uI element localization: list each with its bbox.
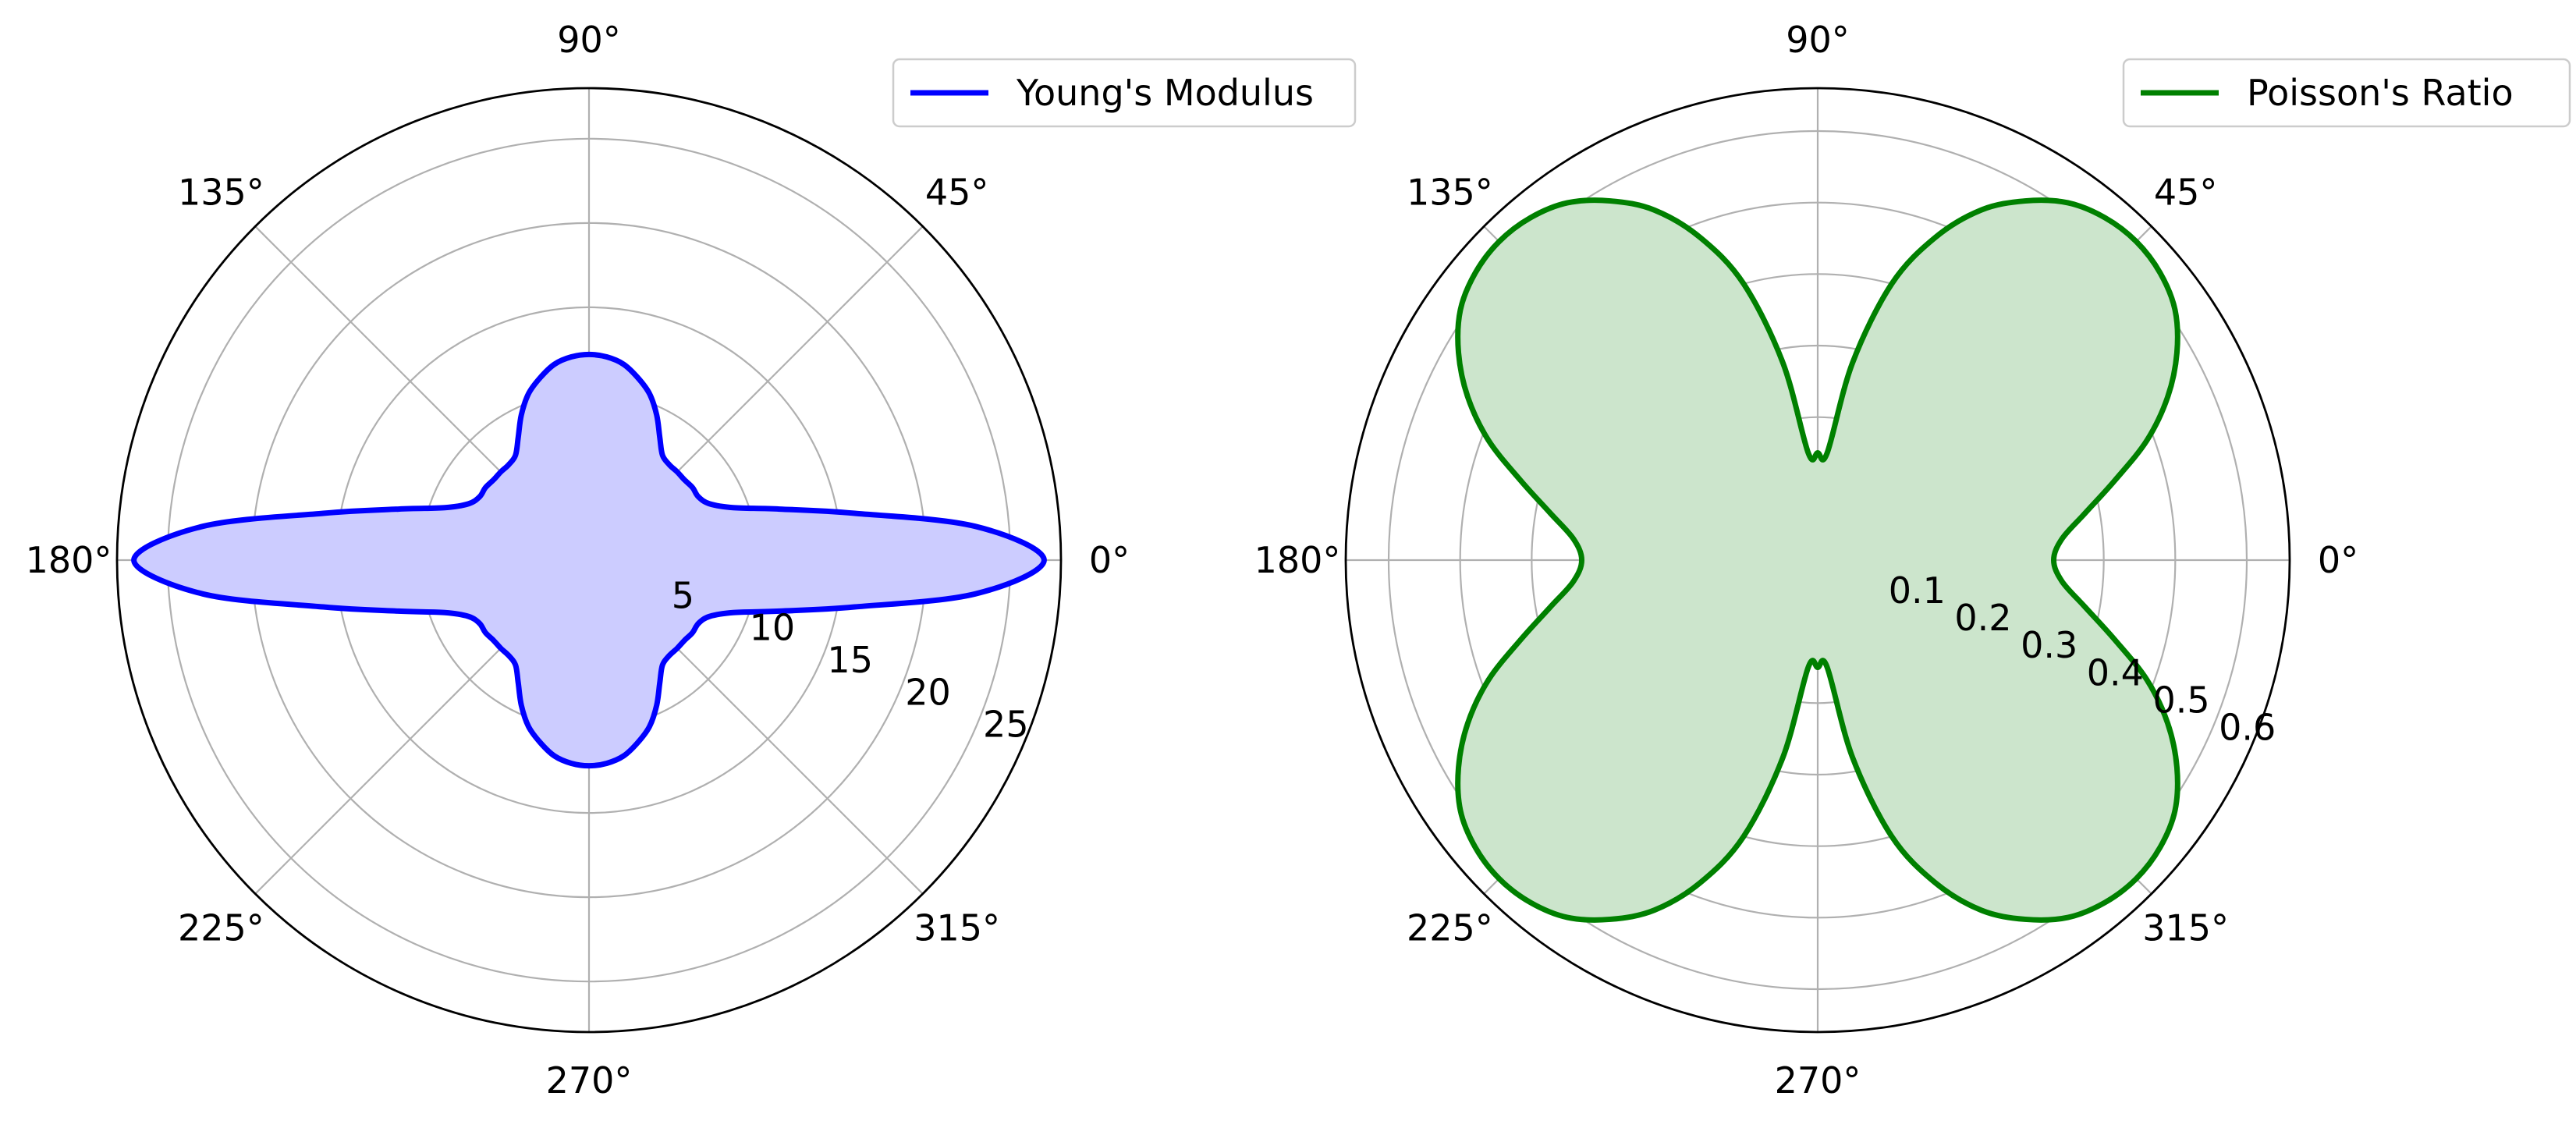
radial-tick-label: 0.5 xyxy=(2152,679,2209,721)
legend: Young's Modulus xyxy=(892,58,1357,128)
legend: Poisson's Ratio xyxy=(2122,58,2571,128)
angle-tick-label: 270° xyxy=(546,1059,633,1101)
angle-tick-label: 270° xyxy=(1775,1059,1861,1101)
legend-label: Young's Modulus xyxy=(1016,72,1314,114)
polar-frame xyxy=(1344,87,2291,1034)
poisson-s-ratio-series-line xyxy=(1455,197,2180,923)
youngs-modulus-polar-chart: 0° 45° 90° 135° 180° 225° 270° 315° 5 10 15 20 25 You… xyxy=(26,19,1357,1101)
radial-tick-label: 0.3 xyxy=(2021,624,2077,666)
radial-tick-label: 20 xyxy=(905,671,951,713)
angle-tick-label: 315° xyxy=(914,907,1000,949)
angle-tick-label: 225° xyxy=(1407,907,1493,949)
radial-tick-label: 15 xyxy=(827,639,873,681)
angle-tick-label: 45° xyxy=(925,171,989,213)
angle-tick-label: 180° xyxy=(26,539,112,581)
legend-box xyxy=(2122,58,2571,128)
angle-tick-label: 135° xyxy=(1407,171,1493,213)
angle-tick-label: 90° xyxy=(557,19,621,61)
angle-tick-label: 0° xyxy=(1089,539,1130,581)
angle-tick-label: 225° xyxy=(178,907,264,949)
legend-label: Poisson's Ratio xyxy=(2247,72,2514,114)
angle-tick-label: 0° xyxy=(2318,539,2358,581)
radial-tick-label: 10 xyxy=(750,607,796,649)
polar-frame xyxy=(115,87,1063,1034)
angle-tick-label: 315° xyxy=(2142,907,2229,949)
young-s-modulus-area-fill xyxy=(133,354,1045,766)
radial-tick-label: 0.4 xyxy=(2087,651,2144,694)
angle-tick-label: 45° xyxy=(2154,171,2218,213)
poissons-ratio-polar-chart: 0° 45° 90° 135° 180° 225° 270° 315° 0.10.20.30.4… xyxy=(1254,19,2571,1101)
angle-tick-label: 90° xyxy=(1786,19,1850,61)
poisson-s-ratio-area-fill xyxy=(1457,200,2178,921)
radial-tick-label: 5 xyxy=(672,574,694,616)
radial-tick-label: 0.6 xyxy=(2219,706,2276,748)
legend-box xyxy=(892,58,1357,128)
angle-tick-label: 135° xyxy=(178,171,264,213)
radial-tick-label: 0.1 xyxy=(1889,569,1946,612)
radial-tick-label: 0.2 xyxy=(1954,597,2011,639)
young-s-modulus-series-line xyxy=(131,351,1047,769)
radial-tick-label: 25 xyxy=(983,704,1029,746)
angle-tick-label: 180° xyxy=(1254,539,1341,581)
